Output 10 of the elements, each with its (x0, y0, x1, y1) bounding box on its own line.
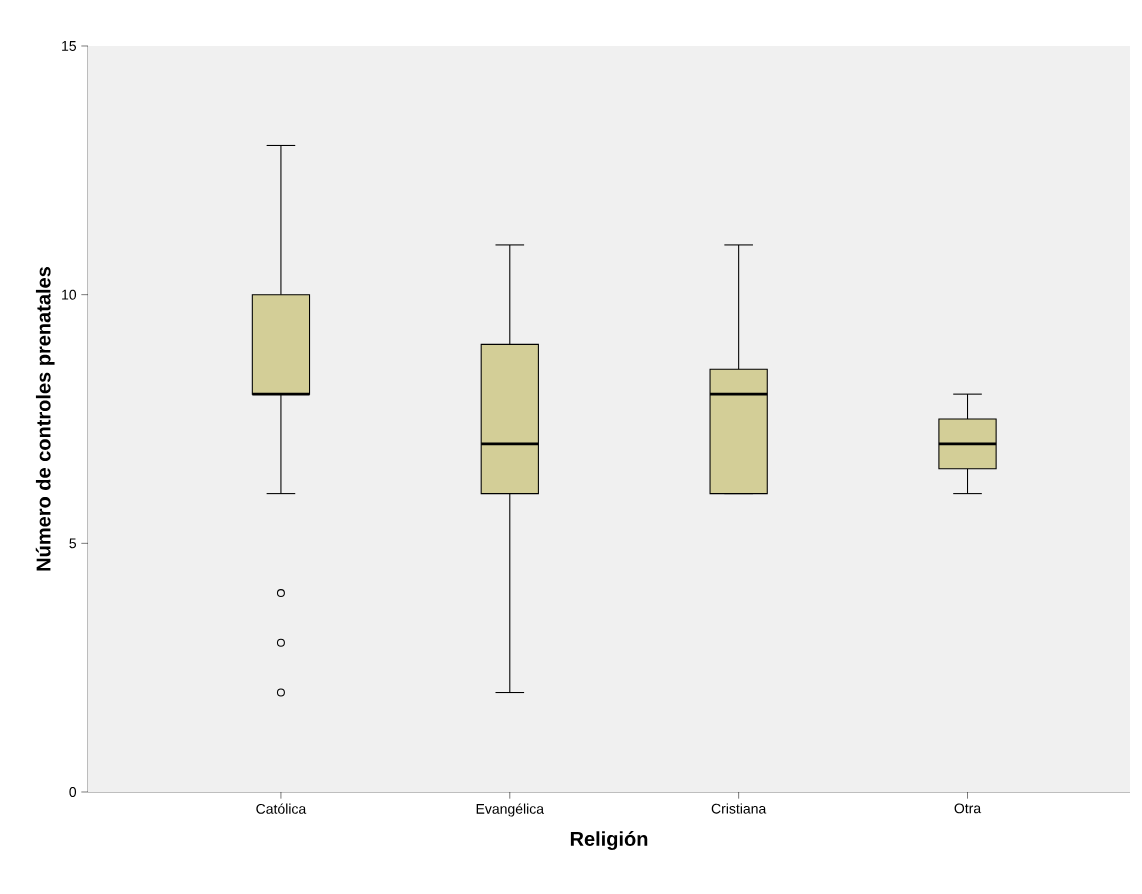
x-tick-label: Otra (954, 803, 982, 814)
y-tick-label: 0 (69, 787, 77, 797)
y-tick-label: 10 (62, 289, 77, 300)
y-axis-title: Número de controles prenatales (35, 267, 55, 571)
y-tick-label: 15 (62, 41, 77, 51)
x-tick-label: Cristiana (711, 803, 767, 814)
x-tick-label: Católica (256, 803, 307, 814)
y-tick-label: 5 (69, 538, 77, 549)
x-tick-label: Evangélica (476, 803, 545, 817)
x-axis-title: Religión (570, 831, 648, 850)
